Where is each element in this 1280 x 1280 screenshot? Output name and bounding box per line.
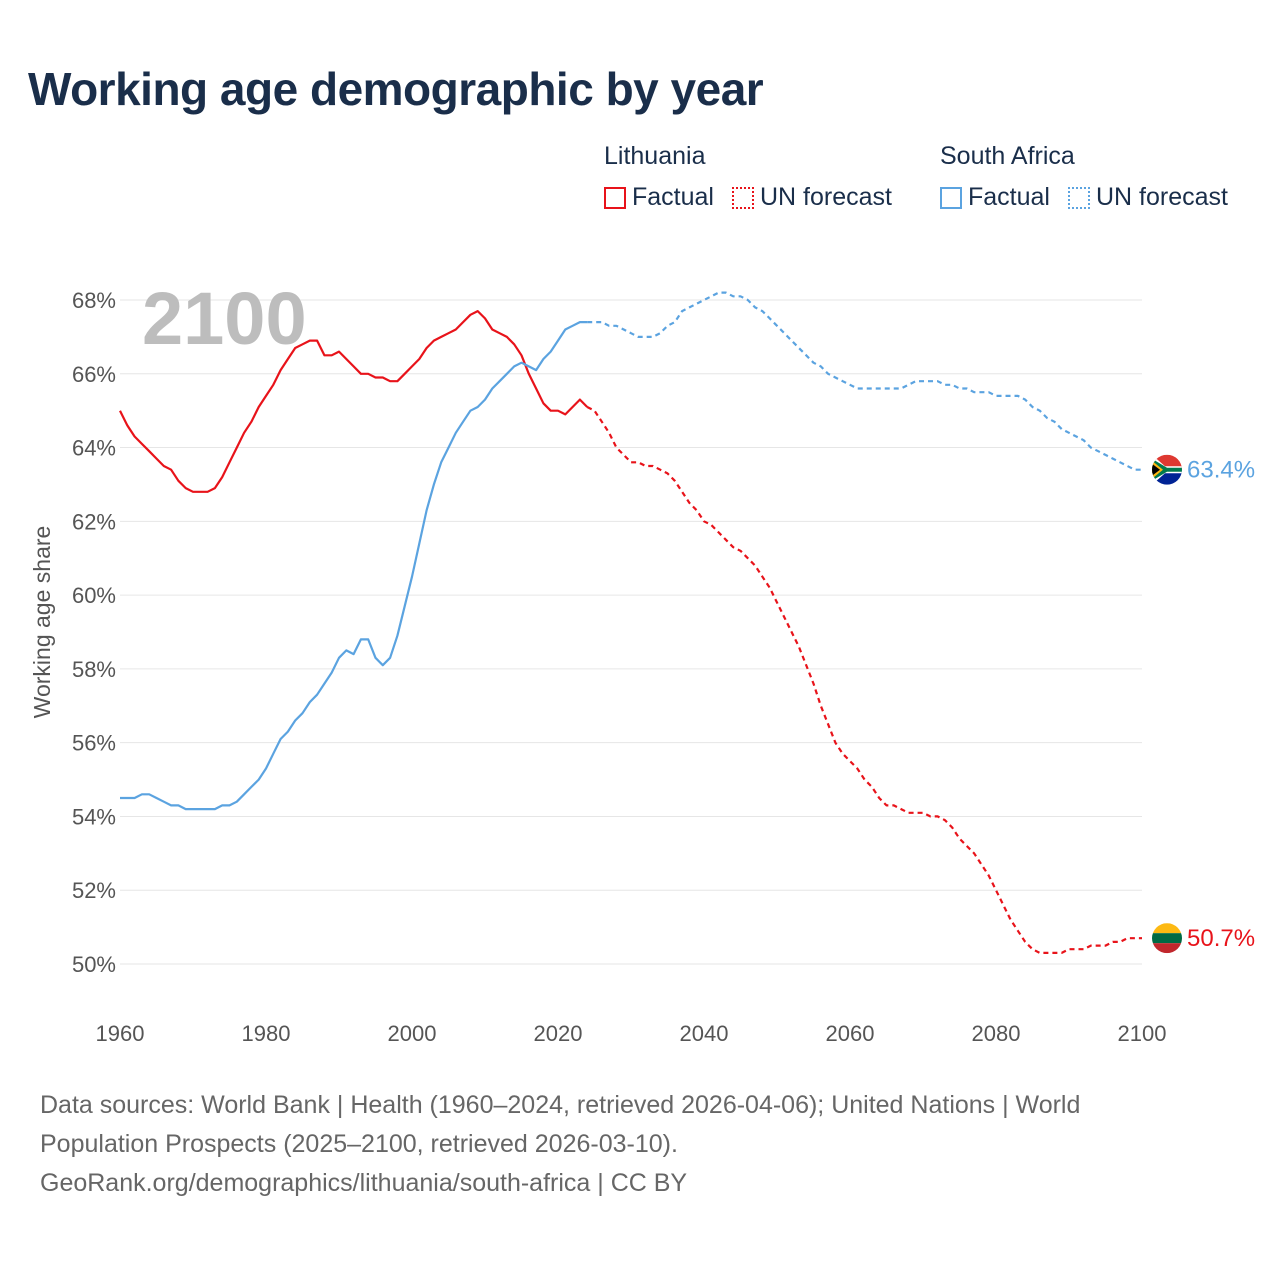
legend-swatch-lithuania-factual [604, 186, 626, 209]
legend-south-africa: South Africa Factual UN forecast [940, 142, 1246, 212]
y-axis-ticks: 50% 52% 54% 56% 58% 60% 62% 64% 66% 68% [72, 288, 116, 977]
x-axis-ticks: 1960 1980 2000 2020 2040 2060 2080 2100 [96, 1021, 1167, 1046]
legend-label-south-africa-forecast: UN forecast [1095, 183, 1228, 211]
line-lithuania-forecast [586, 406, 1142, 955]
y-tick-label: 50% [72, 952, 116, 977]
end-value-label-lithuania: 50.7% [1187, 925, 1255, 952]
y-tick-label: 54% [72, 804, 116, 829]
south-africa-flag-icon [1152, 454, 1182, 485]
lithuania-flag-icon [1152, 923, 1182, 954]
flag-band-bottom [1152, 943, 1182, 954]
x-tick-label: 2000 [388, 1021, 437, 1046]
flag-green-band [1152, 458, 1182, 481]
legend-item-lithuania-forecast[interactable]: UN forecast [731, 183, 892, 212]
y-axis-label: Working age share [29, 526, 55, 719]
end-value-label-south-africa: 63.4% [1187, 457, 1255, 484]
gridlines [120, 299, 1142, 965]
legend-country-lithuania: Lithuania [604, 142, 706, 170]
flag-band-middle [1152, 933, 1182, 944]
end-markers: 50.7% 63.4% [1152, 454, 1255, 954]
line-lithuania-factual [119, 310, 588, 493]
legend-label-lithuania-forecast: UN forecast [759, 183, 892, 211]
x-tick-label: 2040 [680, 1021, 729, 1046]
y-tick-label: 62% [72, 509, 116, 534]
x-tick-label: 2020 [534, 1021, 583, 1046]
legend-label-lithuania-factual: Factual [632, 183, 714, 211]
legend-label-south-africa-factual: Factual [968, 183, 1050, 211]
source-line-3[interactable]: GeoRank.org/demographics/lithuania/south… [40, 1169, 688, 1197]
x-tick-label: 2060 [826, 1021, 875, 1046]
source-line-2: Population Prospects (2025–2100, retriev… [40, 1130, 678, 1158]
legend-lithuania: Lithuania Factual UN forecast [604, 142, 910, 212]
chart-title: Working age demographic by year [28, 63, 764, 115]
year-display: 2100 [142, 277, 307, 360]
y-tick-label: 56% [72, 731, 116, 756]
y-tick-label: 68% [72, 288, 116, 313]
legend-item-south-africa-forecast[interactable]: UN forecast [1067, 183, 1228, 212]
legend-swatch-south-africa-forecast [1067, 186, 1090, 209]
legend-swatch-lithuania-forecast [731, 186, 754, 209]
y-tick-label: 64% [72, 436, 116, 461]
y-tick-label: 52% [72, 878, 116, 903]
x-tick-label: 2080 [972, 1021, 1021, 1046]
source-line-1: Data sources: World Bank | Health (1960–… [40, 1091, 1081, 1119]
y-tick-label: 66% [72, 362, 116, 387]
flag-band-top [1152, 923, 1182, 934]
y-tick-label: 58% [72, 657, 116, 682]
y-tick-label: 60% [72, 583, 116, 608]
legend-country-south-africa: South Africa [940, 142, 1075, 170]
x-tick-label: 1960 [96, 1021, 145, 1046]
legend-item-lithuania-factual[interactable]: Factual [604, 183, 714, 212]
legend-swatch-south-africa-factual [940, 186, 962, 209]
source-note: Data sources: World Bank | Health (1960–… [40, 1086, 1180, 1203]
x-tick-label: 1980 [242, 1021, 291, 1046]
line-south-africa-forecast [587, 291, 1142, 471]
line-south-africa-factual [120, 321, 588, 811]
legend-item-south-africa-factual[interactable]: Factual [940, 183, 1050, 212]
series-lines [119, 291, 1142, 955]
flag-black-triangle [1152, 463, 1160, 476]
x-tick-label: 2100 [1118, 1021, 1167, 1046]
